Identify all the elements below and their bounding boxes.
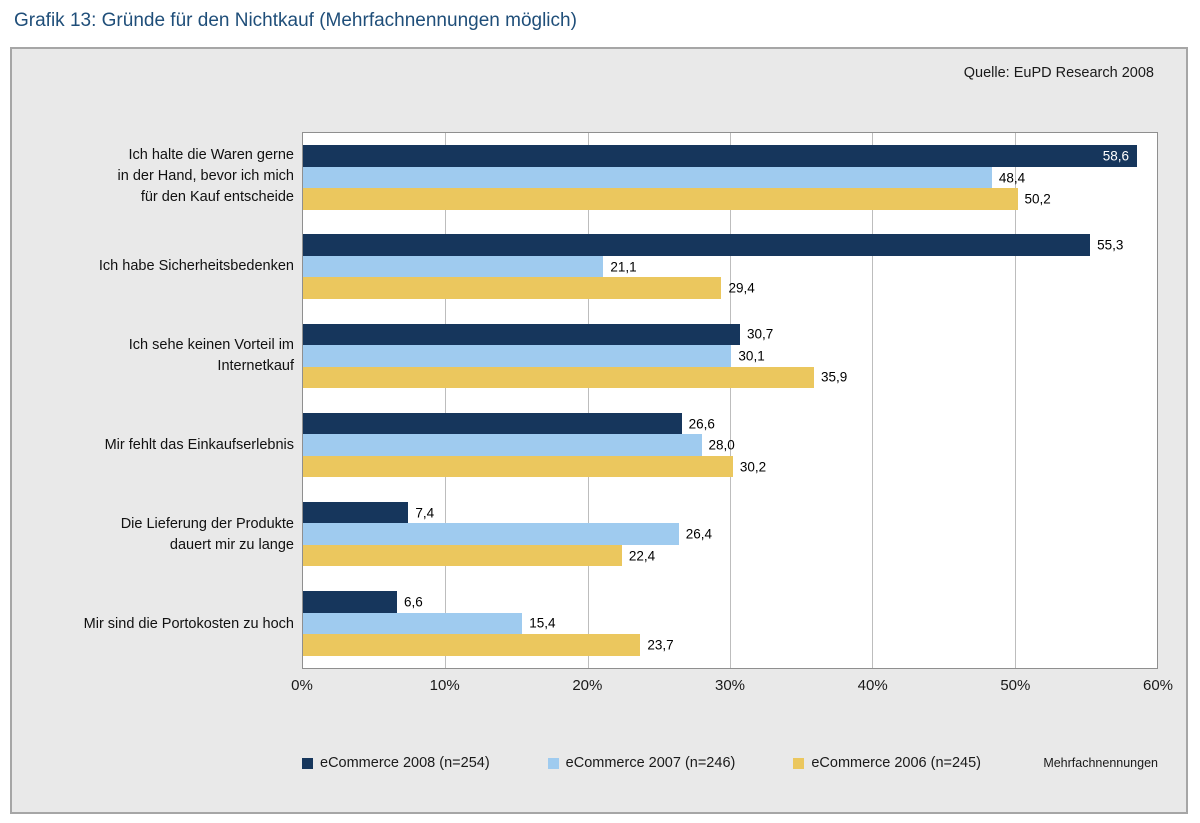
bar-row: 48,4 [303,166,1157,189]
bar: 30,2 [303,455,766,478]
chart-panel: Quelle: EuPD Research 2008 Ich halte die… [10,47,1188,814]
bar: 30,7 [303,323,773,346]
bar-value-label: 6,6 [403,594,423,610]
x-axis: 0% 10% 20% 30% 40% 50% 60% [291,677,1173,699]
legend-swatch-icon [547,757,559,769]
legend-swatch-icon [302,757,313,769]
bar-row: 50,2 [303,188,1157,210]
category-label: Ich sehe keinen Vorteil im Internetkauf [128,336,294,374]
category-label: Die Lieferung der Produkte dauert mir zu… [120,515,294,553]
bar: 55,3 [303,234,1123,256]
bar-row: 29,4 [303,277,1157,299]
bar-value-label: 50,2 [1024,191,1051,207]
bar: 58,6 [303,145,1138,167]
bar-row: 30,7 [303,323,1157,346]
bar: 23,7 [303,634,674,656]
footnote-label: Mehrfachnennungen [1043,756,1158,770]
bar: 6,6 [303,591,423,613]
bar-row: 58,6 [303,145,1157,167]
bar: 26,4 [303,523,712,545]
bar-value-label: 28,0 [708,437,735,453]
bar-row: 23,7 [303,634,1157,656]
gridline [1014,133,1016,668]
bar: 28,0 [303,434,735,456]
bar-row: 21,1 [303,255,1157,278]
bar-value-label: 35,9 [820,369,848,385]
legend-item: eCommerce 2006 (n=245) [793,755,981,771]
x-tick-label: 0% [291,677,313,694]
bar-row: 35,9 [303,366,1157,389]
bar-row: 55,3 [303,234,1157,256]
bar-value-label: 48,4 [998,170,1026,186]
bar-value-label: 29,4 [728,280,755,296]
x-tick-label: 30% [714,677,746,694]
gridline [730,133,731,668]
category-label: Mir sind die Portokosten zu hoch [83,615,294,632]
bar: 35,9 [303,366,847,389]
bar: 29,4 [303,277,755,299]
bar-group: 58,6 48,4 50,2 [303,133,1157,222]
x-tick-label: 20% [572,677,603,694]
bar-value-label: 30,7 [746,326,774,342]
legend-label: eCommerce 2008 (n=254) [320,755,490,771]
plot-area: 58,6 48,4 50,2 55,3 21,1 29,4 30,7 30,1 35,9 26,6… [302,132,1158,669]
legend-item: eCommerce 2008 (n=254) [302,755,490,771]
legend-swatch-icon [793,757,805,769]
bar-value-label: 15,4 [529,615,556,631]
bar-row: 22,4 [303,544,1157,567]
legend-label: eCommerce 2006 (n=245) [811,755,982,771]
bar: 48,4 [303,166,1025,189]
bar: 30,1 [303,345,765,367]
bar-group: 6,6 15,4 23,7 [303,579,1157,668]
gridline [445,133,447,668]
bar-group: 7,4 26,4 22,4 [303,490,1157,579]
category-labels-column: Ich halte die Waren gerne in der Hand, b… [26,132,294,669]
bar-row: 26,6 [303,412,1157,435]
page-title: Grafik 13: Gründe für den Nichtkauf (Meh… [14,10,577,31]
bar-row: 15,4 [303,612,1157,635]
bar: 15,4 [303,612,555,635]
category-label: Ich habe Sicherheitsbedenken [98,257,294,274]
bar-row: 30,2 [303,455,1157,478]
bar: 26,6 [303,412,715,435]
bar-row: 28,0 [303,434,1157,456]
bar: 7,4 [303,501,434,524]
bar-value-label: 23,7 [647,637,674,653]
gridline [587,133,589,668]
bar-value-label: 22,4 [628,548,656,564]
bar-row: 7,4 [303,501,1157,524]
x-tick-label: 10% [429,677,460,694]
bar-row: 26,4 [303,523,1157,545]
category-label: Mir fehlt das Einkaufserlebnis [104,436,294,453]
legend: eCommerce 2008 (n=254) eCommerce 2007 (n=… [302,755,1158,771]
category-label: Ich halte die Waren gerne in der Hand, b… [117,147,295,206]
x-tick-label: 40% [857,677,888,694]
bar-row: 30,1 [303,345,1157,367]
bar: 22,4 [303,544,655,567]
bar-group: 26,6 28,0 30,2 [303,400,1157,489]
bar-value-label: 26,4 [685,526,713,542]
bar: 50,2 [303,188,1051,210]
gridline [872,133,874,668]
bar-value-label: 7,4 [415,505,435,521]
bar-group: 55,3 21,1 29,4 [303,222,1157,311]
bar-row: 6,6 [303,591,1157,613]
legend-label: eCommerce 2007 (n=246) [565,755,736,771]
legend-item: eCommerce 2007 (n=246) [547,755,736,771]
bar-value-label: 30,1 [738,348,765,364]
bar-value-label: 55,3 [1097,237,1124,253]
x-tick-label: 50% [1000,677,1031,694]
bar-value-label: 30,2 [739,459,767,475]
bar-value-label: 26,6 [688,416,715,432]
bar-value-label: 58,6 [1102,148,1130,164]
bar: 21,1 [303,255,637,278]
bar-value-label: 21,1 [610,259,637,275]
source-label: Quelle: EuPD Research 2008 [963,65,1154,81]
bar-group: 30,7 30,1 35,9 [303,311,1157,400]
x-tick-label: 60% [1142,677,1174,694]
